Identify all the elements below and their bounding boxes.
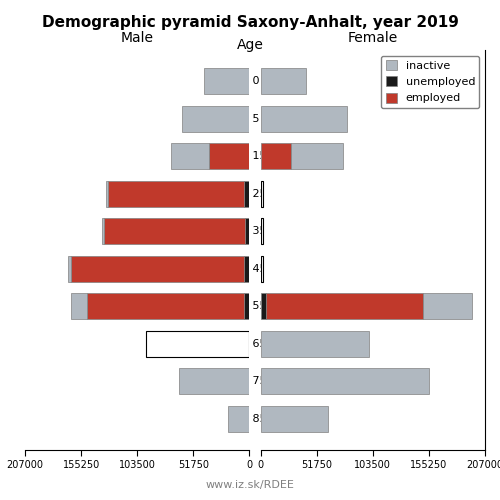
Bar	[204, 68, 250, 94]
Bar	[260, 68, 306, 94]
Bar	[260, 293, 266, 320]
Bar	[108, 180, 244, 207]
Bar	[182, 106, 250, 132]
Text: Age: Age	[236, 38, 264, 52]
Bar	[68, 256, 70, 282]
Bar	[228, 406, 250, 432]
Text: 75: 75	[250, 376, 267, 386]
Bar	[260, 180, 263, 207]
Bar	[260, 143, 291, 170]
Bar	[260, 218, 263, 244]
Text: 5: 5	[250, 114, 260, 124]
Text: 0: 0	[250, 76, 260, 86]
Text: 55: 55	[250, 301, 267, 311]
Title: Female: Female	[348, 30, 398, 44]
Bar	[146, 330, 250, 357]
Text: 25: 25	[250, 189, 267, 199]
Bar	[244, 180, 250, 207]
Text: www.iz.sk/RDEE: www.iz.sk/RDEE	[206, 480, 294, 490]
Bar	[423, 293, 472, 320]
Bar	[260, 180, 263, 207]
Bar	[244, 293, 250, 320]
Bar	[87, 293, 244, 320]
Text: Demographic pyramid Saxony-Anhalt, year 2019: Demographic pyramid Saxony-Anhalt, year …	[42, 15, 459, 30]
Bar	[266, 293, 423, 320]
Bar	[70, 293, 87, 320]
Bar	[146, 330, 250, 357]
Bar	[70, 256, 244, 282]
Bar	[260, 368, 428, 394]
Bar	[106, 180, 108, 207]
Text: 85: 85	[250, 414, 267, 424]
Bar	[245, 218, 250, 244]
Bar	[260, 218, 263, 244]
Bar	[260, 106, 348, 132]
Bar	[291, 143, 343, 170]
Bar	[260, 256, 263, 282]
Bar	[210, 143, 250, 170]
Text: 45: 45	[250, 264, 267, 274]
Text: 35: 35	[250, 226, 267, 236]
Bar	[179, 368, 250, 394]
Bar	[102, 218, 104, 244]
Title: Male: Male	[120, 30, 154, 44]
Bar	[260, 256, 263, 282]
Text: 65: 65	[250, 338, 267, 348]
Text: 15: 15	[250, 152, 267, 162]
Legend: inactive, unemployed, employed: inactive, unemployed, employed	[381, 56, 480, 108]
Bar	[172, 143, 209, 170]
Bar	[260, 330, 369, 357]
Bar	[260, 406, 328, 432]
Bar	[244, 256, 250, 282]
Bar	[104, 218, 245, 244]
